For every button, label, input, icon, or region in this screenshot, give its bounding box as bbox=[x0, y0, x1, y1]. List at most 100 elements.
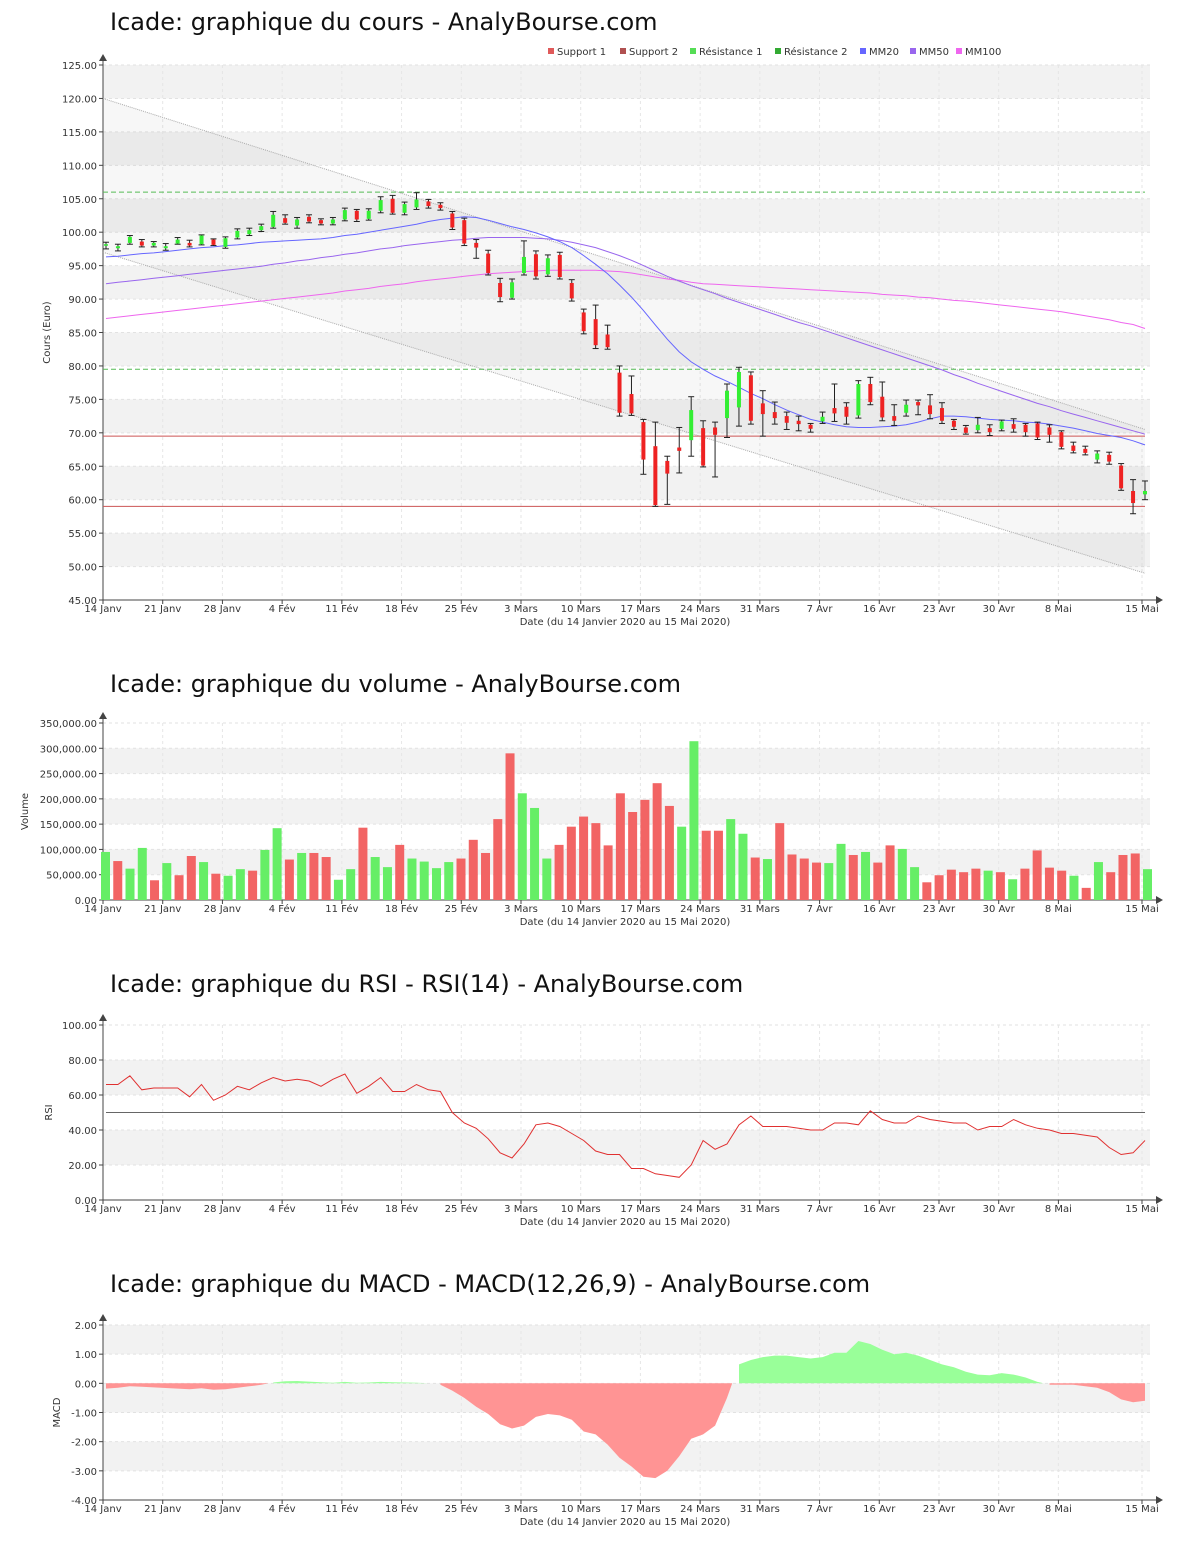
y-tick-label: 80.00 bbox=[68, 362, 97, 373]
y-tick-label: 350,000.00 bbox=[40, 719, 97, 730]
candle-body bbox=[1071, 445, 1076, 451]
candle-body bbox=[569, 283, 574, 299]
volume-bar bbox=[517, 793, 527, 900]
y-tick-label: 125.00 bbox=[62, 61, 97, 72]
macd-chart-title: Icade: graphique du MACD - MACD(12,26,9)… bbox=[110, 1270, 871, 1298]
candle-body bbox=[987, 428, 992, 433]
candle-body bbox=[557, 254, 562, 277]
y-tick-label: 55.00 bbox=[68, 529, 97, 540]
price-chart: 45.00 50.00 55.00 60.00 65.00 70.00 75.00 80.00… bbox=[42, 46, 1163, 628]
volume-bar bbox=[934, 875, 944, 900]
volume-bar bbox=[235, 869, 245, 900]
candle-body bbox=[486, 253, 491, 273]
volume-bar bbox=[995, 872, 1005, 900]
volume-bar bbox=[946, 869, 956, 900]
x-tick-label: 24 Mars bbox=[680, 604, 720, 615]
x-tick-label: 16 Avr bbox=[863, 1504, 896, 1515]
y-tick-label: 0.00 bbox=[75, 1196, 97, 1207]
candle-body bbox=[796, 420, 801, 425]
legend-swatch bbox=[860, 48, 866, 54]
volume-bar bbox=[1130, 853, 1140, 900]
x-tick-label: 17 Mars bbox=[620, 904, 660, 915]
volume-bar bbox=[481, 852, 491, 900]
x-tick-label: 21 Janv bbox=[144, 1204, 181, 1215]
y-tick-label: 120.00 bbox=[62, 94, 97, 105]
x-tick-label: 10 Mars bbox=[561, 1204, 601, 1215]
volume-bar bbox=[824, 863, 834, 900]
candle-body bbox=[163, 246, 168, 249]
legend-label: Support 1 bbox=[557, 47, 606, 58]
candle-body bbox=[187, 242, 192, 246]
rsi-chart: 0.00 20.00 40.00 60.00 80.00 100.00 14 Janv 21 … bbox=[44, 1014, 1163, 1228]
volume-bar bbox=[284, 859, 294, 900]
candle-body bbox=[1143, 490, 1147, 495]
volume-bar bbox=[530, 807, 540, 900]
candle-body bbox=[581, 312, 586, 332]
candle-body bbox=[199, 235, 204, 245]
legend-label: MM100 bbox=[965, 47, 1001, 58]
volume-bar bbox=[468, 839, 478, 900]
x-tick-label: 30 Avr bbox=[983, 604, 1016, 615]
candle-body bbox=[1119, 465, 1124, 489]
candle-body bbox=[438, 204, 443, 209]
grid-band bbox=[103, 533, 1150, 567]
x-tick-label: 16 Avr bbox=[863, 1204, 896, 1215]
y-tick-label: 300,000.00 bbox=[40, 744, 97, 755]
y-tick-label: 60.00 bbox=[68, 1091, 97, 1102]
candle-body bbox=[521, 256, 526, 273]
grid-band bbox=[103, 1130, 1150, 1165]
rsi-chart-panel: Icade: graphique du RSI - RSI(14) - Anal… bbox=[0, 960, 1200, 1240]
price-chart-panel: Icade: graphique du cours - AnalyBourse.… bbox=[0, 0, 1200, 640]
candle-body bbox=[462, 220, 467, 244]
candle-body bbox=[701, 428, 706, 466]
candle-body bbox=[880, 396, 885, 418]
x-axis-arrow bbox=[1156, 896, 1163, 904]
candle-body bbox=[295, 219, 300, 226]
x-tick-label: 18 Fév bbox=[385, 603, 418, 615]
y-axis-label: Volume bbox=[20, 793, 31, 830]
y-tick-label: 100.00 bbox=[62, 1021, 97, 1032]
candle-body bbox=[414, 199, 419, 208]
volume-bar bbox=[1020, 868, 1030, 900]
candle-body bbox=[211, 239, 216, 245]
legend-label: MM20 bbox=[869, 47, 899, 58]
x-tick-label: 18 Fév bbox=[385, 1503, 418, 1515]
x-axis-label: Date (du 14 Janvier 2020 au 15 Mai 2020) bbox=[520, 617, 731, 628]
x-tick-label: 31 Mars bbox=[740, 1204, 780, 1215]
volume-bar bbox=[615, 793, 625, 900]
y-tick-label: 150,000.00 bbox=[40, 820, 97, 831]
x-tick-label: 8 Mai bbox=[1045, 604, 1072, 615]
volume-bar bbox=[750, 857, 760, 900]
volume-bar bbox=[419, 861, 429, 900]
y-tick-label: 90.00 bbox=[68, 295, 97, 306]
volume-bar bbox=[101, 851, 110, 900]
volume-bar bbox=[382, 867, 392, 900]
candle-body bbox=[259, 226, 264, 231]
volume-bar bbox=[1008, 879, 1018, 900]
grid-band bbox=[103, 849, 1150, 875]
volume-bar bbox=[309, 852, 319, 900]
y-axis-arrow bbox=[99, 54, 107, 61]
candle-body bbox=[975, 424, 980, 431]
candle-body bbox=[474, 242, 479, 248]
candle-body bbox=[748, 375, 753, 421]
candle-body bbox=[665, 460, 670, 474]
candle-body bbox=[271, 214, 276, 227]
volume-bar bbox=[603, 845, 613, 900]
candle-body bbox=[426, 201, 431, 207]
candle-body bbox=[318, 220, 323, 224]
candle-body bbox=[307, 216, 312, 222]
candle-body bbox=[342, 210, 347, 220]
candle-body bbox=[689, 410, 694, 441]
candle-body bbox=[772, 412, 777, 419]
x-tick-label: 3 Mars bbox=[504, 604, 538, 615]
x-tick-label: 7 Avr bbox=[807, 1204, 834, 1215]
volume-bar bbox=[1032, 850, 1042, 900]
volume-bar bbox=[640, 799, 650, 900]
candle-body bbox=[247, 230, 252, 235]
legend-swatch bbox=[620, 48, 626, 54]
candle-body bbox=[892, 416, 897, 421]
x-axis-arrow bbox=[1156, 1196, 1163, 1204]
candle-body bbox=[1095, 453, 1100, 460]
volume-bar bbox=[395, 844, 405, 900]
